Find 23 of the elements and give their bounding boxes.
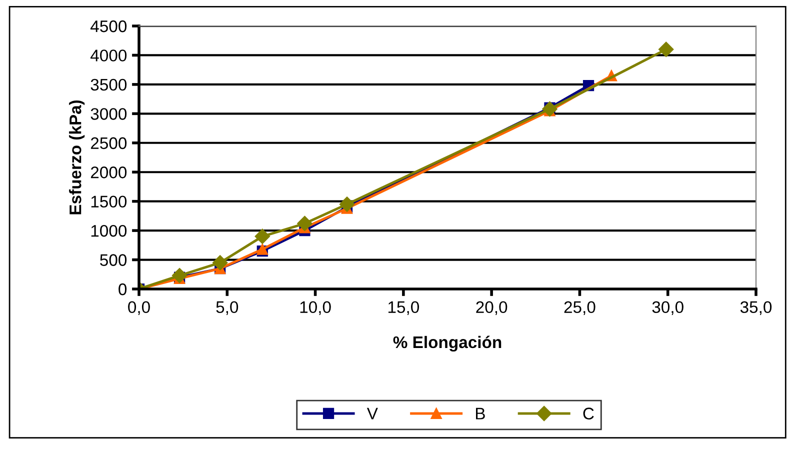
y-tick-label: 2500 <box>90 137 127 150</box>
x-tick-label: 0,0 <box>128 301 150 316</box>
x-tick-label: 10,0 <box>300 301 331 316</box>
x-tick-label: 15,0 <box>388 301 419 316</box>
x-tick-label: 25,0 <box>564 301 596 316</box>
legend-label: V <box>366 408 378 420</box>
y-tick-label: 0 <box>118 283 127 296</box>
y-tick-label: 3500 <box>90 78 127 91</box>
x-axis-title: % Elongación <box>393 336 502 352</box>
x-tick-label: 20,0 <box>476 301 508 316</box>
y-tick-label: 4000 <box>90 50 127 62</box>
y-tick-label: 1500 <box>91 196 127 208</box>
y-axis-title: Esfuerzo (kPa) <box>69 100 85 214</box>
legend-label: B <box>476 408 485 420</box>
legend-label: C <box>583 408 594 420</box>
x-tick-label: 35,0 <box>740 301 772 316</box>
y-tick-label: 1000 <box>91 224 127 237</box>
x-tick-label: 30,0 <box>652 301 684 316</box>
x-tick-label: 5,0 <box>216 301 238 316</box>
y-tick-label: 4500 <box>90 20 127 32</box>
y-tick-label: 3000 <box>90 108 127 120</box>
y-tick-label: 2000 <box>90 166 127 178</box>
y-tick-label: 500 <box>100 254 127 266</box>
